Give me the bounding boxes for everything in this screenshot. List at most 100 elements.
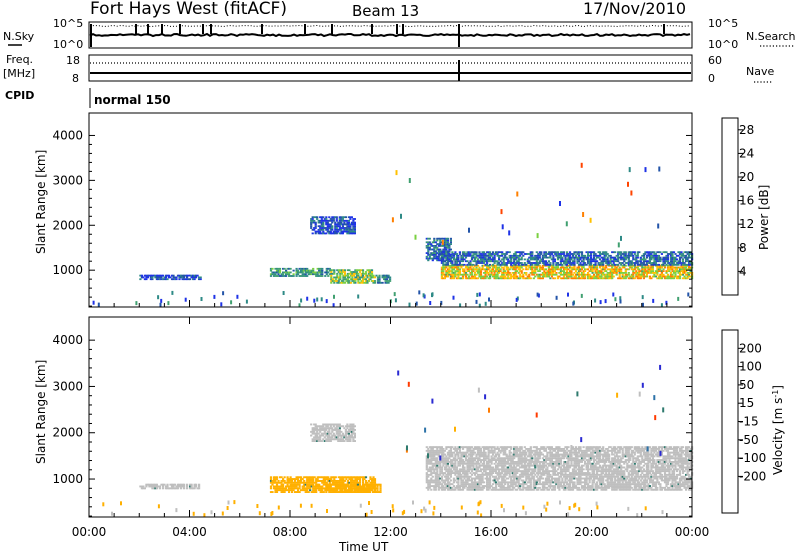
- power-cell: [683, 266, 686, 269]
- velocity-cell: [511, 472, 514, 474]
- velocity-cell: [352, 481, 355, 484]
- power-cell: [612, 272, 615, 274]
- power-cell: [445, 272, 448, 274]
- velocity-cell: [364, 480, 368, 482]
- velocity-cell: [469, 466, 472, 469]
- velocity-cell: [320, 440, 323, 442]
- nsky-spikes: [90, 24, 665, 47]
- velocity-cell: [323, 432, 326, 435]
- power-cell: [531, 263, 534, 266]
- velocity-cell: [473, 488, 477, 491]
- power-cell: [425, 252, 428, 254]
- velocity-cell: [507, 457, 510, 460]
- power-cell: [335, 228, 338, 231]
- power-cell: [594, 253, 597, 255]
- velocity-cell: [370, 489, 373, 492]
- power-cell: [549, 270, 552, 272]
- power-cell: [434, 246, 437, 249]
- power-cell: [347, 225, 350, 228]
- power-cell: [636, 272, 639, 274]
- power-cell: [516, 251, 519, 254]
- velocity-cell: [353, 432, 356, 435]
- power-cell: [361, 271, 365, 273]
- velocity-cell: [427, 449, 430, 452]
- power-cell: [648, 260, 651, 263]
- power-cell: [481, 254, 484, 257]
- power-cell: [361, 278, 365, 281]
- power-cell: [517, 266, 520, 269]
- power-cell: [594, 272, 597, 274]
- power-cell: [487, 273, 490, 276]
- power-cell: [313, 273, 316, 276]
- velocity-cell: [326, 440, 329, 442]
- velocity-cell: [442, 481, 445, 484]
- power-cell: [344, 228, 347, 231]
- velocity-cell: [498, 448, 501, 450]
- power-cell: [668, 275, 671, 278]
- power-cell: [145, 276, 148, 279]
- velocity-cell: [307, 485, 310, 488]
- power-cell: [220, 302, 223, 307]
- power-cell: [635, 262, 638, 264]
- velocity-cell: [349, 423, 352, 426]
- power-cell: [473, 268, 477, 271]
- velocity-cell: [478, 485, 481, 487]
- power-cell: [330, 269, 333, 272]
- power-cell: [318, 271, 321, 274]
- power-cell: [361, 281, 365, 284]
- velocity-cell: [431, 449, 434, 452]
- power-cell: [674, 270, 677, 272]
- power-cell: [508, 256, 511, 259]
- power-cell: [321, 273, 324, 276]
- power-cell: [577, 273, 581, 276]
- power-cell: [654, 270, 657, 272]
- power-cell: [317, 232, 320, 235]
- power-cell: [584, 277, 587, 280]
- power-cell: [320, 225, 323, 228]
- velocity-cell: [501, 477, 504, 480]
- velocity-cell: [504, 459, 507, 461]
- velocity-cell: [337, 487, 340, 490]
- velocity-cell: [198, 485, 201, 488]
- power-cell: [677, 266, 680, 269]
- velocity-cell: [433, 485, 436, 487]
- power-cell: [579, 258, 582, 261]
- power-cell: [481, 264, 484, 267]
- power-cell: [313, 271, 316, 274]
- velocity-cell: [475, 485, 478, 487]
- power-cell: [186, 278, 189, 281]
- power-cell: [330, 280, 333, 282]
- power-cell: [665, 263, 668, 266]
- velocity-cell: [455, 470, 458, 473]
- power-cell: [681, 266, 685, 269]
- power-cell: [329, 230, 332, 233]
- velocity-cell: [436, 479, 439, 482]
- velocity-cell: [310, 434, 313, 437]
- power-cell: [519, 270, 522, 272]
- power-cell: [540, 251, 543, 254]
- power-cell: [337, 278, 340, 281]
- velocity-cell: [328, 430, 331, 433]
- power-cell: [351, 271, 354, 273]
- power-cell: [567, 273, 570, 276]
- power-cell: [489, 270, 492, 272]
- velocity-cell: [481, 464, 484, 467]
- velocity-cell: [461, 472, 465, 474]
- power-cell: [582, 260, 585, 263]
- velocity-cell: [460, 483, 463, 486]
- power-cell: [328, 267, 331, 270]
- velocity-cell: [167, 487, 171, 490]
- power-cell: [568, 260, 572, 263]
- velocity-cell: [183, 485, 186, 488]
- velocity-cell: [312, 476, 315, 479]
- velocity-cell: [164, 485, 168, 488]
- power-cell: [663, 262, 667, 264]
- power-cell: [678, 262, 682, 264]
- velocity-cell: [437, 486, 440, 489]
- power-cell: [642, 275, 645, 278]
- velocity-cell: [428, 485, 431, 487]
- velocity-cell: [436, 468, 439, 471]
- power-cell: [473, 272, 477, 274]
- velocity-cell: [316, 485, 319, 488]
- power-cell: [657, 270, 660, 272]
